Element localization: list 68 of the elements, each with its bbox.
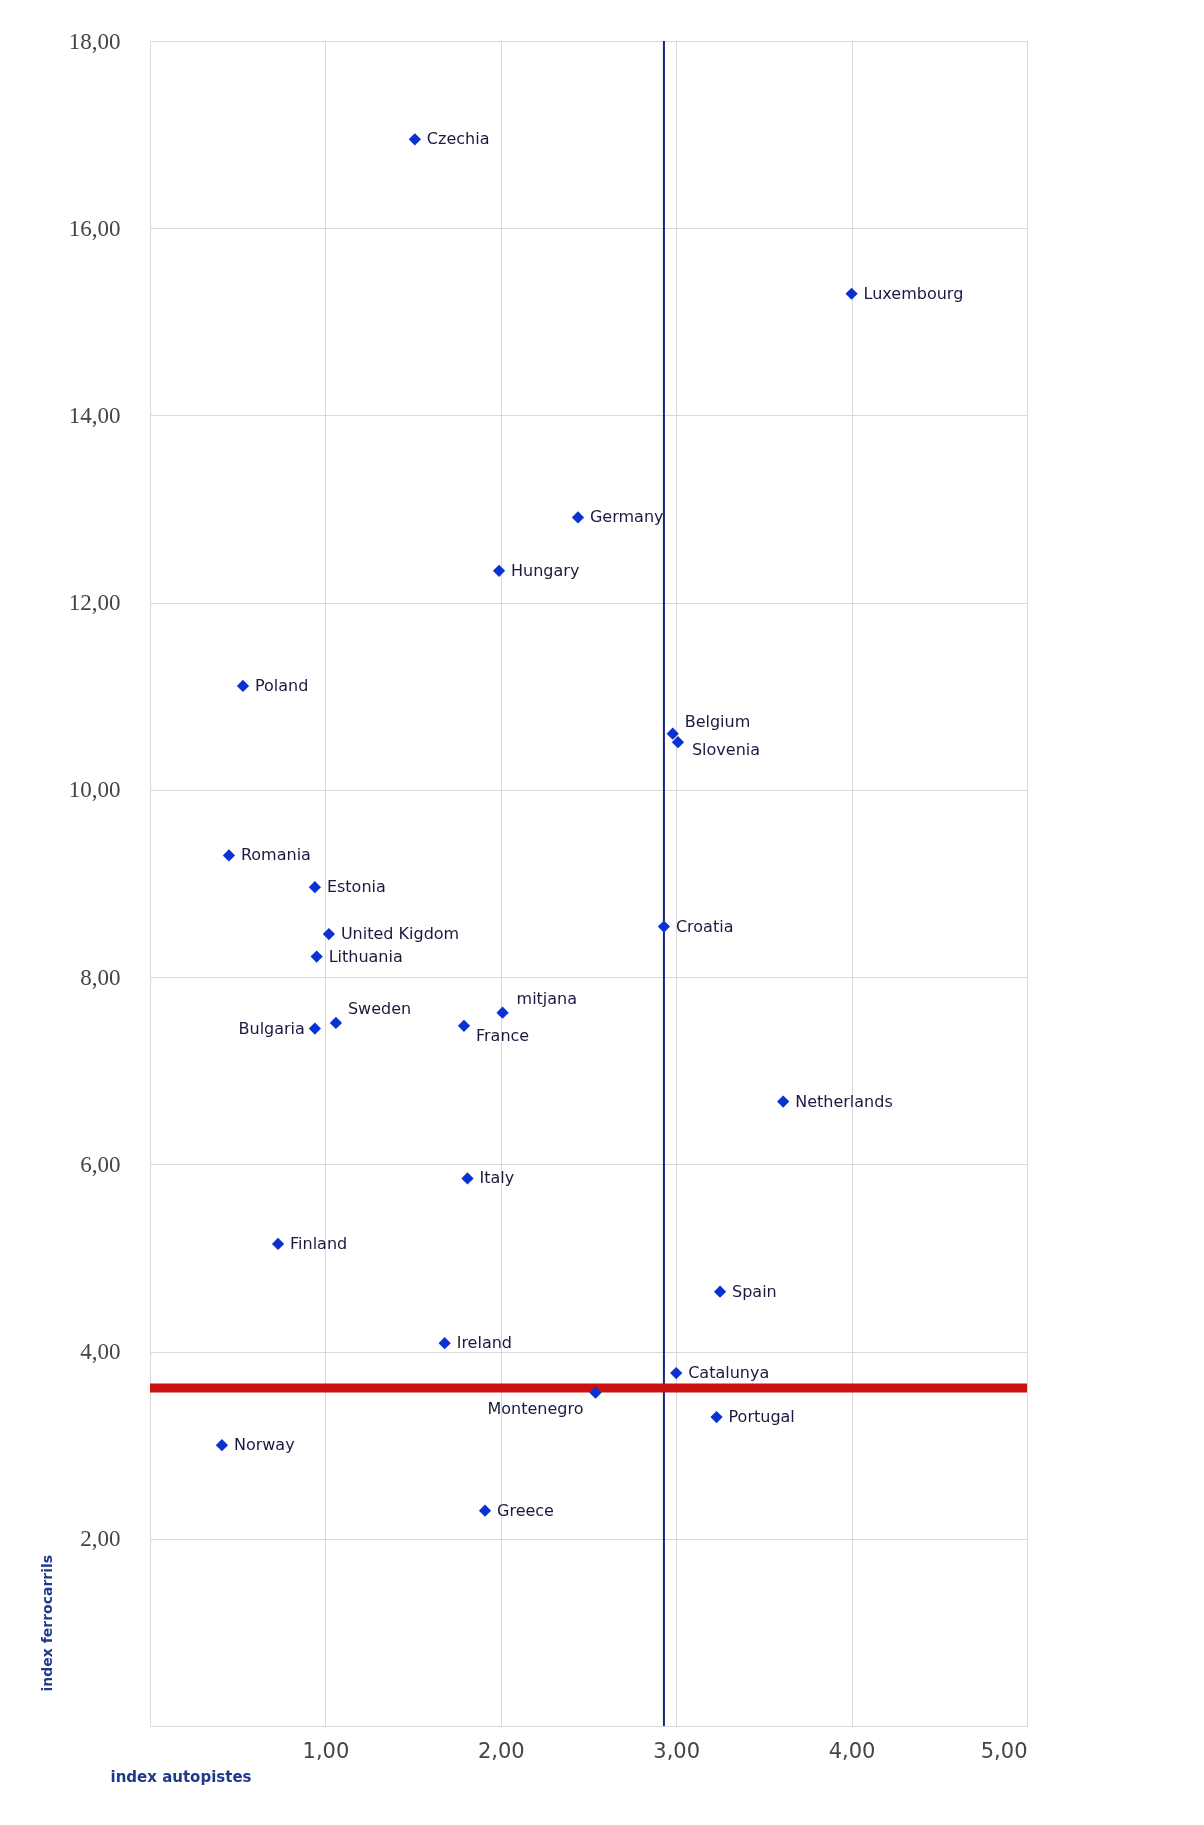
annotation: Catalunya [688,1363,770,1383]
annotation: Finland [290,1233,348,1253]
point [461,1172,474,1185]
y-tick-label: 10,00 [68,777,121,803]
annotation: United Kigdom [340,924,460,944]
annotation: Croatia [675,916,734,936]
point [666,727,679,740]
annotation: Romania [240,845,311,865]
annotation: Estonia [326,877,386,897]
y-axis-title: index ferrocarrils [38,1554,55,1692]
point [492,564,506,577]
y-tick-label: 18,00 [68,28,121,54]
annotation: Czechia [426,129,490,149]
point [671,736,685,749]
annotation: Hungary [511,560,580,580]
y-tick-label: 6,00 [80,1151,121,1177]
annotation: Germany [589,507,664,527]
point [215,1439,229,1452]
annotation: Luxembourg [863,283,964,303]
y-tick-label: 8,00 [80,964,121,990]
point [657,920,671,933]
annotation: mitjana [516,988,578,1008]
annotation: Poland [254,675,309,695]
annotation: Portugal [728,1407,795,1427]
annotation: Sweden [347,998,412,1018]
point [496,1006,509,1019]
y-tick-label: 14,00 [68,402,121,428]
point [236,679,250,693]
annotation: Lithuania [328,946,403,966]
point [478,1504,492,1517]
point [438,1337,451,1350]
point [271,1237,285,1251]
point [589,1386,602,1399]
point [710,1410,723,1424]
annotation: Norway [233,1435,295,1455]
x-tick-label: 4,00 [828,1738,876,1763]
point [329,1016,343,1030]
point [310,950,323,963]
y-tick-label: 12,00 [68,590,121,616]
y-tick-label: 2,00 [80,1526,121,1552]
y-tick-label: 4,00 [80,1339,121,1365]
point [457,1019,471,1032]
x-tick-label: 3,00 [653,1738,701,1763]
point [322,927,336,941]
annotation: Montenegro [487,1398,584,1418]
point [571,511,585,524]
x-tick-label: 5,00 [980,1738,1028,1763]
annotation: Italy [479,1168,515,1188]
point [222,849,236,862]
annotation: Netherlands [795,1091,893,1111]
annotation: Bulgaria [238,1018,305,1038]
annotation: Spain [732,1281,777,1301]
point [308,1022,321,1035]
point [308,881,321,894]
annotation: Ireland [456,1333,513,1353]
point [777,1095,790,1108]
annotation: Belgium [684,711,751,731]
point [845,287,858,300]
point [670,1366,683,1380]
point [713,1285,727,1298]
annotation: France [475,1025,530,1045]
annotation: Greece [497,1500,554,1520]
annotation: Slovenia [691,740,761,760]
point [408,133,421,146]
x-tick-label: 1,00 [302,1738,350,1763]
x-tick-label: 2,00 [477,1738,525,1763]
x-axis-title: index autopistes [110,1767,252,1786]
y-tick-label: 16,00 [68,215,121,241]
